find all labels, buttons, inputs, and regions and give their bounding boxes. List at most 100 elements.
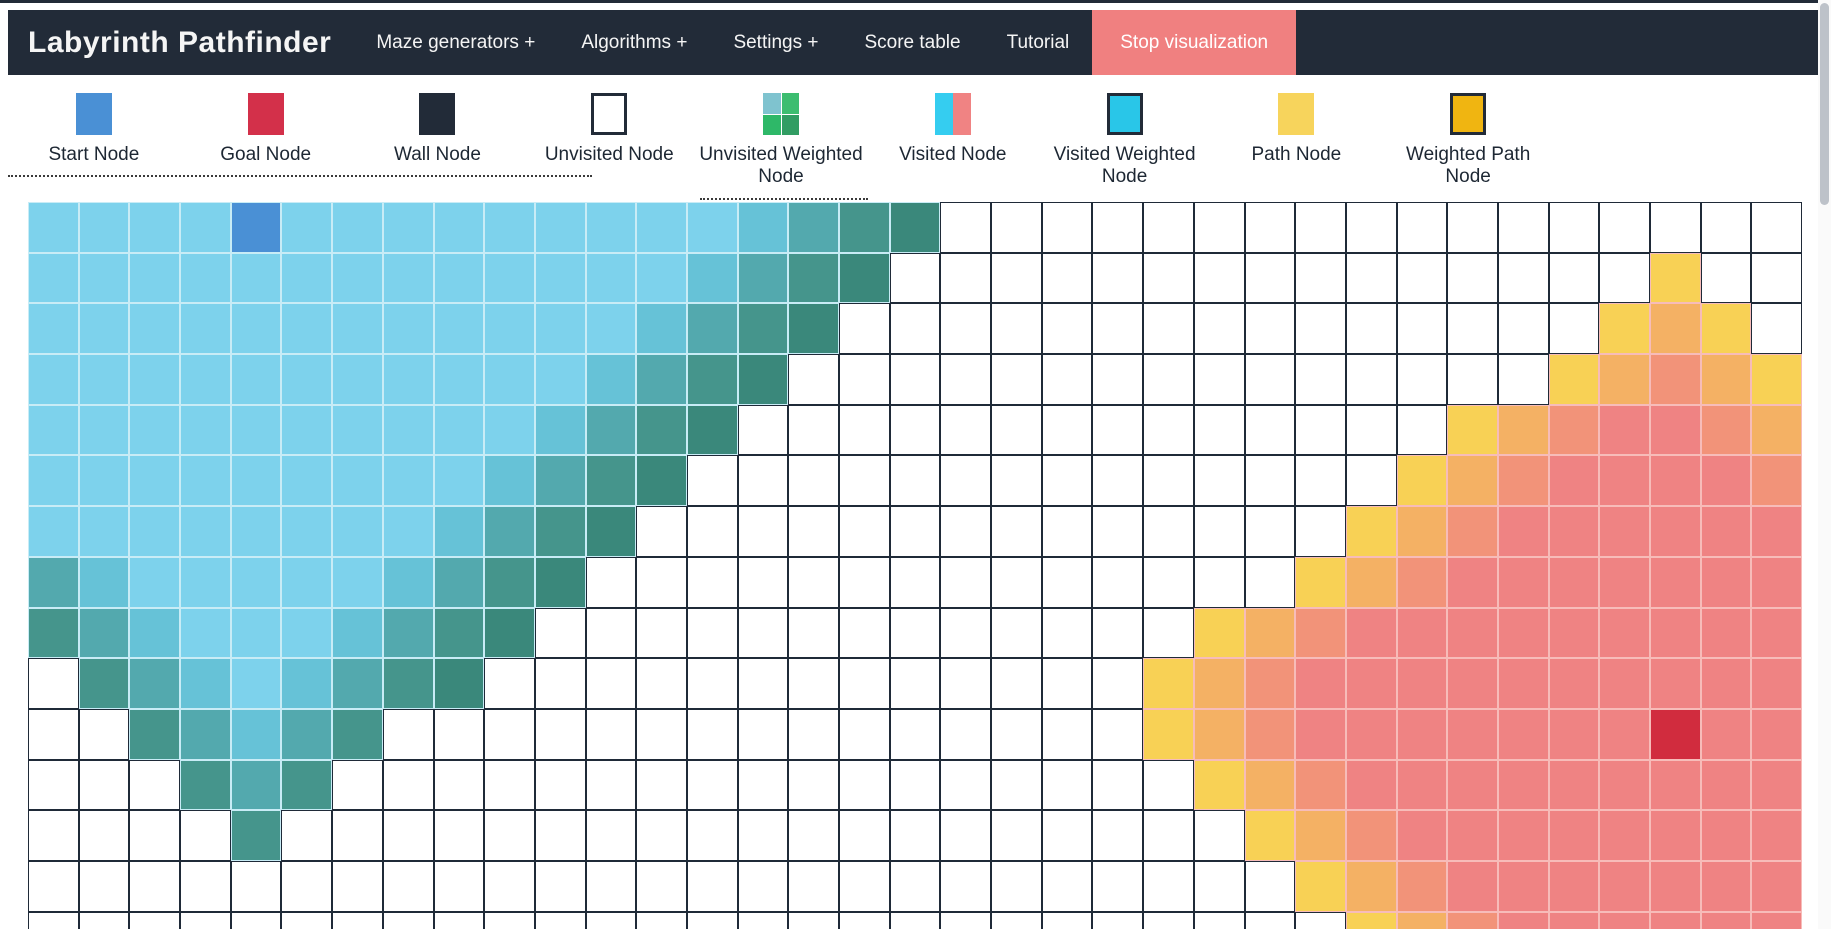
- grid-cell[interactable]: [1751, 506, 1803, 557]
- grid-cell[interactable]: [737, 708, 789, 760]
- grid-cell[interactable]: [889, 759, 941, 811]
- menu-item-settings[interactable]: Settings +: [733, 31, 819, 53]
- grid-cell[interactable]: [737, 303, 789, 355]
- grid-cell[interactable]: [991, 455, 1042, 507]
- grid-cell[interactable]: [78, 607, 130, 659]
- grid-cell[interactable]: [1041, 759, 1093, 811]
- grid-cell[interactable]: [737, 202, 789, 253]
- grid-cell[interactable]: [230, 810, 282, 861]
- grid-cell[interactable]: [332, 455, 383, 507]
- grid-cell[interactable]: [1345, 911, 1397, 929]
- grid-cell[interactable]: [534, 455, 586, 507]
- grid-cell[interactable]: [686, 708, 738, 760]
- grid-cell[interactable]: [180, 506, 231, 557]
- grid-cell[interactable]: [686, 759, 738, 811]
- grid-cell[interactable]: [1751, 607, 1803, 659]
- grid-cell[interactable]: [1295, 810, 1346, 861]
- grid-cell[interactable]: [281, 455, 333, 507]
- grid-cell[interactable]: [940, 911, 992, 929]
- grid-cell[interactable]: [534, 556, 586, 608]
- grid-cell[interactable]: [281, 506, 333, 557]
- grid-cell[interactable]: [737, 556, 789, 608]
- grid-cell[interactable]: [585, 607, 637, 659]
- grid-cell[interactable]: [1193, 303, 1245, 355]
- grid-cell[interactable]: [1041, 556, 1093, 608]
- grid-cell[interactable]: [1548, 810, 1600, 861]
- grid-cell[interactable]: [636, 759, 687, 811]
- grid-cell[interactable]: [991, 404, 1042, 456]
- grid-cell[interactable]: [1092, 354, 1144, 405]
- grid-cell[interactable]: [28, 202, 79, 253]
- grid-cell[interactable]: [1345, 810, 1397, 861]
- grid-cell[interactable]: [991, 252, 1042, 304]
- grid-cell[interactable]: [686, 658, 738, 709]
- grid-cell[interactable]: [1396, 506, 1448, 557]
- grid-cell[interactable]: [484, 506, 535, 557]
- grid-cell[interactable]: [1548, 708, 1600, 760]
- grid-cell[interactable]: [940, 658, 992, 709]
- grid-cell[interactable]: [737, 455, 789, 507]
- grid-cell[interactable]: [940, 607, 992, 659]
- grid-cell[interactable]: [230, 404, 282, 456]
- grid-cell[interactable]: [78, 455, 130, 507]
- grid-cell[interactable]: [281, 810, 333, 861]
- grid-cell[interactable]: [1700, 708, 1752, 760]
- grid-cell[interactable]: [230, 911, 282, 929]
- grid-cell[interactable]: [28, 759, 79, 811]
- grid-cell[interactable]: [1143, 506, 1194, 557]
- grid-cell[interactable]: [1447, 404, 1498, 456]
- grid-cell[interactable]: [1041, 506, 1093, 557]
- grid-cell[interactable]: [737, 506, 789, 557]
- grid-cell[interactable]: [991, 354, 1042, 405]
- grid-cell[interactable]: [1497, 202, 1549, 253]
- grid-cell[interactable]: [1244, 556, 1296, 608]
- grid-cell[interactable]: [1193, 810, 1245, 861]
- grid-cell[interactable]: [1295, 506, 1346, 557]
- grid-cell[interactable]: [281, 759, 333, 811]
- grid-cell[interactable]: [1548, 759, 1600, 811]
- grid-cell[interactable]: [281, 404, 333, 456]
- grid-cell[interactable]: [78, 303, 130, 355]
- grid-cell[interactable]: [129, 759, 181, 811]
- grid-cell[interactable]: [1143, 556, 1194, 608]
- grid-cell[interactable]: [1497, 303, 1549, 355]
- grid-cell[interactable]: [1751, 810, 1803, 861]
- grid-cell[interactable]: [281, 354, 333, 405]
- grid-cell[interactable]: [28, 708, 79, 760]
- grid-cell[interactable]: [433, 759, 485, 811]
- grid-cell[interactable]: [1700, 455, 1752, 507]
- grid-cell[interactable]: [332, 658, 383, 709]
- grid-cell[interactable]: [686, 810, 738, 861]
- grid-cell[interactable]: [889, 252, 941, 304]
- grid-cell[interactable]: [1497, 759, 1549, 811]
- grid-cell[interactable]: [1244, 607, 1296, 659]
- grid-cell[interactable]: [1345, 455, 1397, 507]
- grid-cell[interactable]: [281, 658, 333, 709]
- grid-cell[interactable]: [991, 708, 1042, 760]
- grid-cell[interactable]: [230, 252, 282, 304]
- grid-cell[interactable]: [534, 911, 586, 929]
- grid-cell[interactable]: [1599, 252, 1650, 304]
- grid-cell[interactable]: [180, 556, 231, 608]
- grid-cell[interactable]: [991, 810, 1042, 861]
- grid-cell[interactable]: [585, 303, 637, 355]
- grid-cell[interactable]: [686, 506, 738, 557]
- grid-cell[interactable]: [1295, 354, 1346, 405]
- menu-item-tutorial[interactable]: Tutorial: [1006, 31, 1070, 53]
- grid-cell[interactable]: [1092, 607, 1144, 659]
- grid-cell[interactable]: [788, 202, 839, 253]
- grid-cell[interactable]: [585, 810, 637, 861]
- grid-cell[interactable]: [180, 455, 231, 507]
- grid-cell[interactable]: [889, 708, 941, 760]
- grid-cell[interactable]: [484, 455, 535, 507]
- grid-cell[interactable]: [534, 252, 586, 304]
- grid-cell[interactable]: [382, 556, 434, 608]
- grid-cell[interactable]: [940, 303, 992, 355]
- grid-cell[interactable]: [78, 860, 130, 912]
- grid-cell[interactable]: [129, 810, 181, 861]
- grid-cell[interactable]: [636, 607, 687, 659]
- grid-cell[interactable]: [1295, 303, 1346, 355]
- grid-cell[interactable]: [129, 607, 181, 659]
- grid-cell[interactable]: [230, 607, 282, 659]
- grid-cell[interactable]: [281, 556, 333, 608]
